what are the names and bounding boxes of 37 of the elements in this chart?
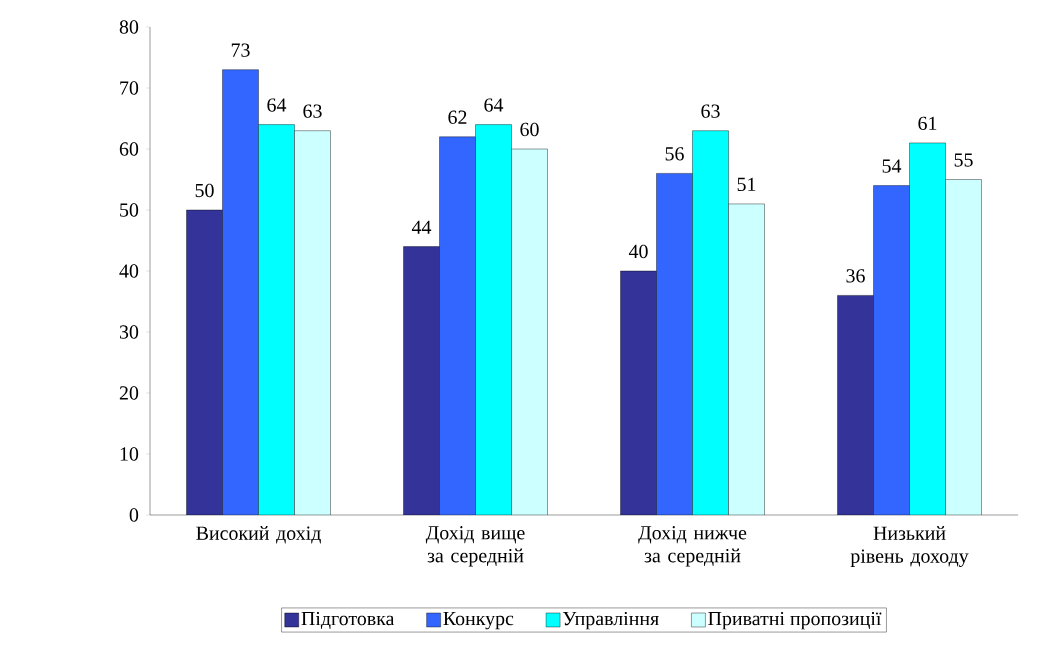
y-tick-label: 80 xyxy=(119,20,139,34)
legend-label: Управління xyxy=(562,611,659,630)
data-label: 54 xyxy=(882,159,902,173)
x-tick-label: Дохід нижче за середній xyxy=(638,526,747,567)
legend-label: Конкурс xyxy=(443,611,514,630)
y-tick-label: 0 xyxy=(129,508,139,522)
y-tick-label: 10 xyxy=(120,447,139,461)
x-tick-label: Дохід вище за середній xyxy=(425,526,525,567)
y-tick-label: 40 xyxy=(119,264,139,278)
data-label: 56 xyxy=(665,147,684,161)
data-label: 44 xyxy=(411,220,432,234)
bar xyxy=(620,271,657,515)
data-label: 61 xyxy=(918,116,937,131)
data-label: 63 xyxy=(701,104,720,118)
legend-label: Підготовка xyxy=(301,611,395,629)
data-label: 64 xyxy=(484,98,504,112)
bar xyxy=(186,210,223,515)
data-label: 63 xyxy=(303,104,322,118)
data-label: 73 xyxy=(231,43,250,57)
data-label: 51 xyxy=(737,177,756,192)
y-tick-label: 30 xyxy=(119,325,139,339)
x-tick-label: Високий дохід xyxy=(196,526,321,544)
y-tick-label: 70 xyxy=(120,81,139,95)
y-tick-label: 50 xyxy=(120,203,139,217)
bar xyxy=(403,246,440,515)
data-label: 55 xyxy=(954,153,973,167)
x-tick-label: Низький рівень доходу xyxy=(850,526,969,567)
legend-label: Приватні пропозиції xyxy=(708,611,882,630)
bar xyxy=(837,295,874,515)
y-tick-label: 60 xyxy=(119,142,139,156)
data-label: 50 xyxy=(195,183,214,198)
data-label: 62 xyxy=(448,110,467,124)
data-label: 64 xyxy=(267,98,287,112)
data-label: 60 xyxy=(520,122,539,137)
data-label: 40 xyxy=(628,244,648,259)
y-tick-label: 20 xyxy=(119,386,139,400)
data-label: 36 xyxy=(846,269,865,283)
